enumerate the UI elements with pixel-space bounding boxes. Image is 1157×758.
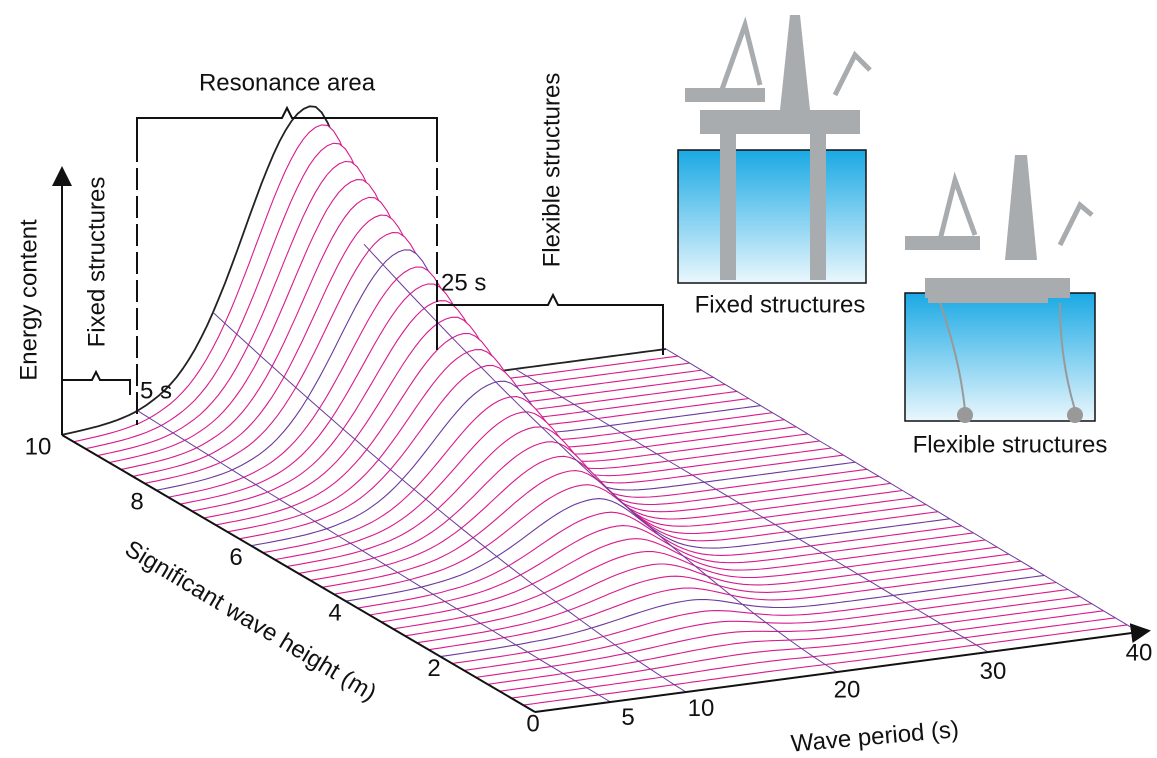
- period-tick-label: 20: [834, 676, 861, 703]
- flexible-bracket: [436, 292, 664, 355]
- fixed-zone-label: Fixed structures: [83, 177, 110, 348]
- period-line: [137, 410, 611, 703]
- period-tick-label: 30: [980, 658, 1007, 685]
- height-tick-label: 2: [427, 655, 440, 682]
- height-tick-label: 0: [526, 710, 539, 737]
- period-tick-label: 10: [688, 695, 715, 722]
- height-axis: [61, 434, 536, 713]
- flexible-zone-label: Flexible structures: [538, 73, 565, 268]
- end-label: 25 s: [441, 269, 486, 296]
- height-tick-label: 4: [328, 600, 341, 627]
- period-tick-label: 5: [621, 704, 634, 731]
- height-tick-label: 6: [229, 544, 242, 571]
- energy-label: Energy content: [15, 219, 42, 381]
- height-tick-label: 10: [25, 433, 52, 460]
- period-line: [665, 348, 1140, 633]
- resonance-label: Resonance area: [199, 69, 376, 96]
- period-line: [363, 243, 838, 673]
- surface: [0, 105, 1157, 758]
- flexible-caption: Flexible structures: [913, 431, 1108, 458]
- height-tick-label: 8: [130, 489, 143, 516]
- surface-fill: [0, 632, 1157, 758]
- start-label: 5 s: [140, 377, 172, 404]
- period-axis: [534, 623, 1151, 713]
- period-line: [212, 312, 687, 693]
- fixed-platform: Fixed structures: [677, 15, 872, 318]
- period-line: [514, 368, 989, 653]
- period-tick-label: 40: [1126, 639, 1153, 666]
- fixed-bracket: [61, 369, 131, 430]
- fixed-caption: Fixed structures: [695, 291, 866, 318]
- resonance-bracket: [136, 105, 438, 140]
- flexible-platform: Flexible structures: [904, 155, 1108, 458]
